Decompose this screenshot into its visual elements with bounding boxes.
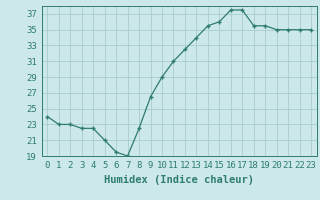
X-axis label: Humidex (Indice chaleur): Humidex (Indice chaleur) — [104, 175, 254, 185]
